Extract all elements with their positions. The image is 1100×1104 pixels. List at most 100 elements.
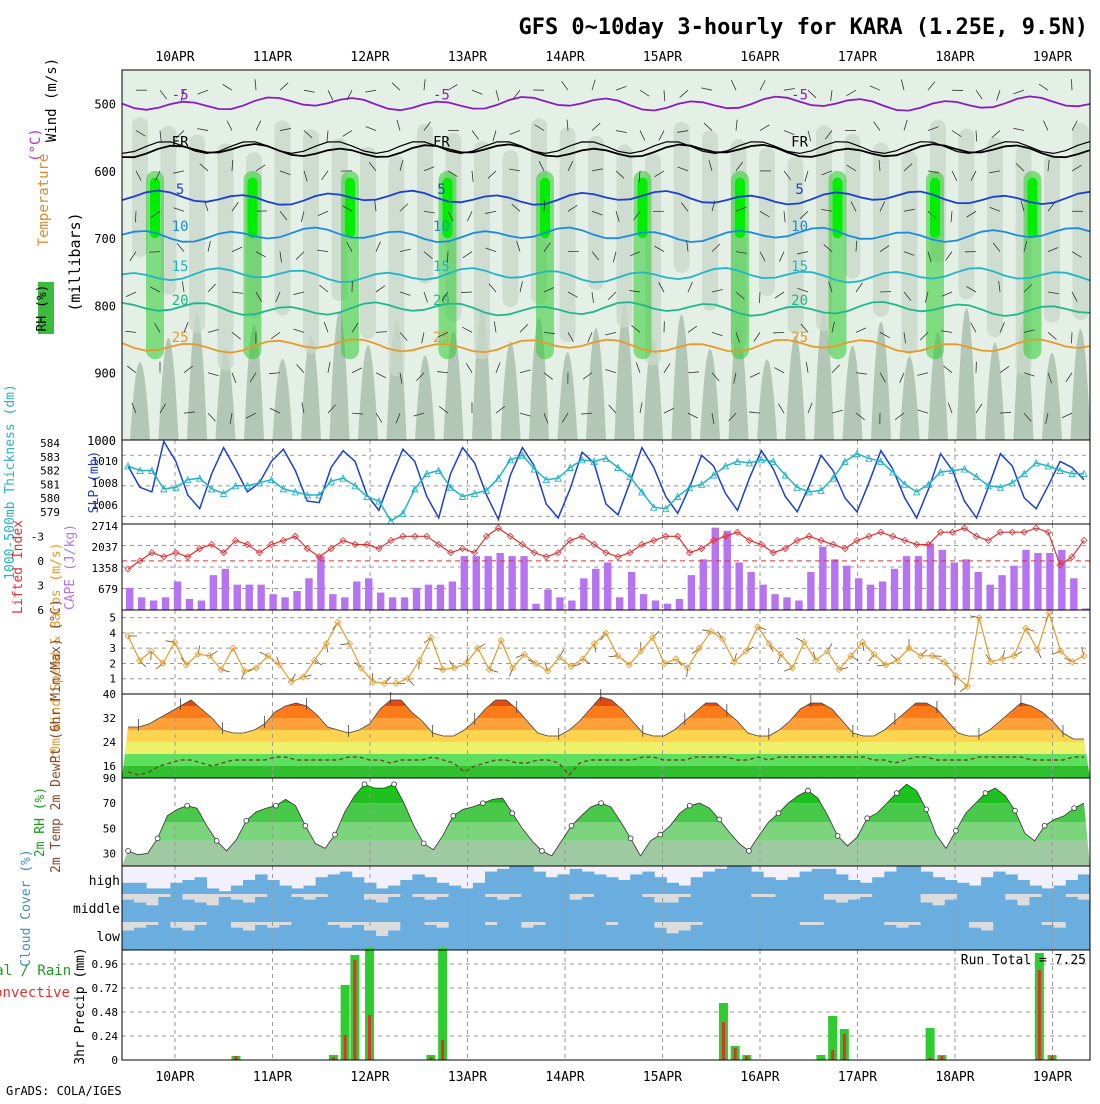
rh-shade: [987, 137, 1003, 337]
thickness-tick-label: 581: [40, 478, 60, 491]
rh-area: [122, 772, 1090, 866]
precip-convective-bar: [734, 1048, 737, 1060]
cloud-low-cell: [304, 922, 317, 950]
slp-axis-label: SLP (mb): [87, 451, 102, 514]
precip-total-bar: [816, 1055, 825, 1060]
cloud-low-gap: [267, 922, 280, 928]
cloud-high-cell: [485, 872, 498, 894]
isotherm-label: 15: [791, 259, 808, 275]
lifted-tick-label: 6: [37, 604, 44, 617]
precip-convective-bar: [831, 1050, 834, 1060]
rh-shade: [702, 131, 718, 311]
cloud-low-gap: [606, 922, 619, 925]
cloud-low-gap: [388, 922, 401, 930]
cape-bar: [927, 543, 934, 610]
date-label-top: 18APR: [935, 50, 974, 65]
credit-label: GrADS: COLA/IGES: [6, 1084, 122, 1098]
cloud-middle-cell: [400, 894, 413, 922]
cloud-high-cell: [751, 872, 764, 894]
cloud-middle-cell: [739, 894, 752, 922]
surface-wind-barb: [653, 631, 659, 637]
cloud-middle-cell: [1066, 897, 1079, 922]
thickness-tick-label: 582: [40, 465, 60, 478]
cloud-middle-cell: [521, 894, 534, 922]
cape-bar: [198, 600, 205, 610]
cloud-middle-cell: [158, 897, 171, 922]
cape-bar: [951, 562, 958, 610]
lifted-tick-label: -3: [31, 530, 44, 543]
cape-bar: [592, 569, 599, 610]
cape-tick-label: 2714: [92, 520, 119, 533]
cloud-middle-cell: [364, 900, 377, 922]
cloud-high-cell: [146, 888, 159, 894]
cloud-middle-gap: [509, 894, 522, 897]
cloud-low-gap: [134, 922, 147, 928]
rh-tick-label: 30: [103, 847, 116, 860]
cloud-middle-cell: [884, 894, 897, 922]
cloud-low-cell: [533, 925, 546, 950]
surface-wind-barb: [960, 686, 967, 691]
cloud-low-gap: [122, 922, 135, 930]
cloud-middle-gap: [243, 894, 256, 902]
cloud-high-cell: [328, 874, 341, 894]
cloud-middle-gap: [376, 894, 389, 902]
wind-tick-label: 2: [109, 657, 116, 670]
cloud-middle-cell: [352, 894, 365, 922]
precip-convective-bar: [843, 1034, 846, 1060]
cloud-low-cell: [546, 922, 559, 950]
cloud-high-cell: [679, 886, 692, 894]
temp-band: [122, 694, 1090, 706]
cloud-low-cell: [751, 922, 764, 950]
cloud-middle-cell: [388, 897, 401, 922]
precip-convective-bar: [1038, 970, 1041, 1060]
cloud-middle-cell: [872, 894, 885, 922]
cape-bar: [246, 585, 253, 610]
cloud-low-cell: [606, 925, 619, 950]
temp-band: [122, 706, 1090, 718]
cloud-high-cell: [654, 877, 667, 894]
precip-convective-bar: [368, 1015, 371, 1060]
cloud-middle-cell: [207, 905, 220, 922]
rh-marker: [894, 791, 899, 796]
cape-bar: [449, 581, 456, 610]
cloud-middle-cell: [146, 905, 159, 922]
cloud-middle-cell: [449, 894, 462, 922]
cloud-low-cell: [437, 928, 450, 950]
cloud-high-cell: [763, 877, 776, 894]
cloud-middle-cell: [267, 894, 280, 922]
date-label-top: 17APR: [838, 50, 877, 65]
cloud-middle-gap: [836, 894, 849, 902]
cloud-high-cell: [836, 874, 849, 894]
isotherm-label: -5: [791, 88, 808, 104]
cloud-middle-cell: [376, 902, 389, 922]
cloud-middle-gap: [255, 894, 268, 897]
cloud-high-cell: [425, 877, 438, 894]
rh-marker: [835, 833, 840, 838]
cape-bar: [1058, 550, 1065, 610]
cloud-low-cell: [727, 922, 740, 950]
surface-wind-barb: [341, 644, 350, 645]
cloud-low-cell: [400, 922, 413, 950]
cape-bar: [879, 581, 886, 610]
cloud-middle-cell: [485, 897, 498, 922]
cloud-low-cell: [183, 930, 196, 950]
cape-bar: [485, 556, 492, 610]
cloud-low-cell: [376, 936, 389, 950]
temp-axis-label: 2m Temp 2m DewPt (6hr Min/Max) (°C): [49, 599, 64, 873]
cloud-low-cell: [485, 925, 498, 950]
cape-bar: [915, 556, 922, 610]
cloud-middle-cell: [775, 894, 788, 922]
cloud-low-cell: [715, 922, 728, 950]
cloud-middle-cell: [425, 900, 438, 922]
temp-band: [122, 766, 1090, 778]
cloud-low-cell: [703, 922, 716, 950]
cloud-middle-cell: [122, 900, 135, 922]
precip-panel: [122, 950, 1090, 1060]
cloud-low-cell: [570, 922, 583, 950]
wind-tick-label: 3: [109, 642, 116, 655]
cloud-high-cell: [195, 877, 208, 894]
cloud-row-label: low: [97, 930, 121, 945]
cape-bar: [700, 559, 707, 610]
cape-bar: [353, 581, 360, 610]
